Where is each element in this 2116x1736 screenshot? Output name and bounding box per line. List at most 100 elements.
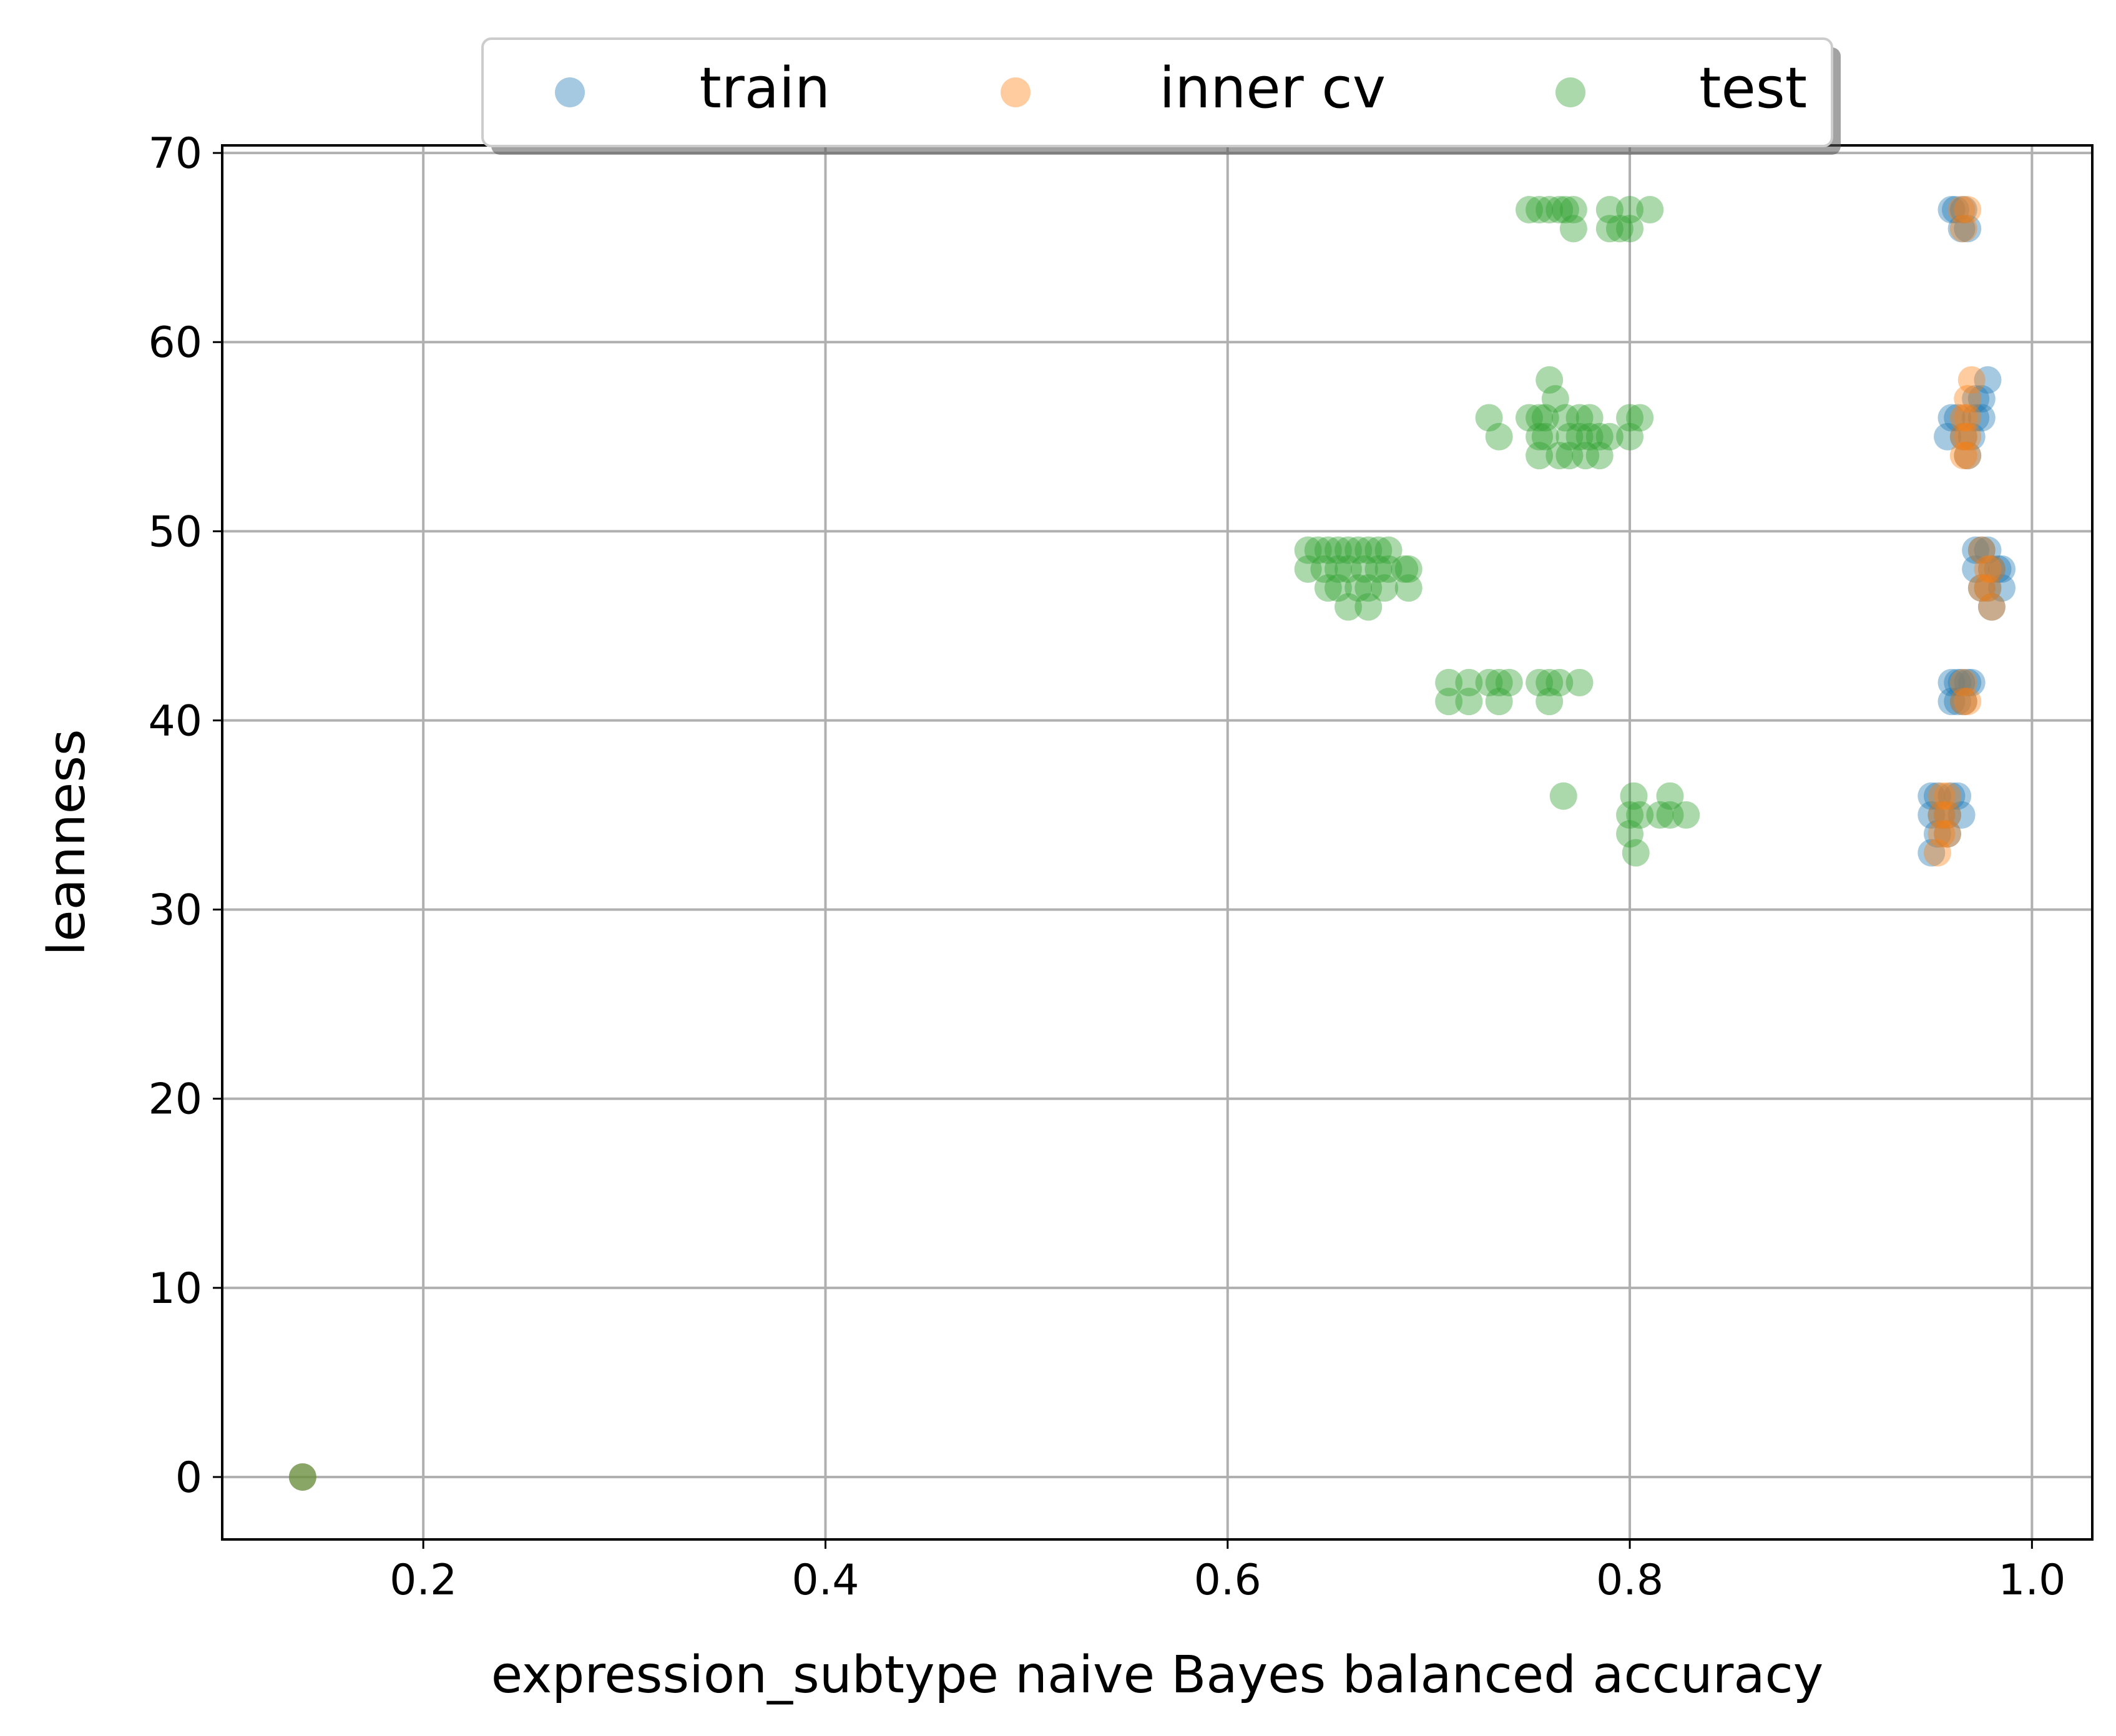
data-point [1595,215,1624,243]
data-point [1345,574,1373,602]
data-point [1324,555,1352,583]
data-point [1565,668,1594,696]
data-point [1394,555,1423,583]
data-point [1526,442,1554,470]
data-point [1314,574,1342,602]
data-point [1294,536,1322,564]
data-point [1957,422,1986,451]
data-point [1391,555,1419,583]
data-point [1565,404,1594,432]
data-point [1555,442,1584,470]
x-tick-label: 1.0 [1998,1556,2065,1605]
data-point [1394,574,1423,602]
data-point [1335,555,1363,583]
data-point [1526,196,1554,224]
data-point [1656,801,1684,829]
data-point [1626,404,1654,432]
data-point [1626,801,1654,829]
data-point [1616,820,1644,848]
data-point [1549,782,1577,810]
data-point [1531,404,1559,432]
data-point [1354,593,1383,621]
data-point [1585,442,1614,470]
data-point [1949,422,1977,451]
data-point [1988,555,2016,583]
data-point [1954,688,1982,716]
data-point [1927,801,1956,829]
data-point [1934,422,1962,451]
data-point [1485,688,1513,716]
data-point [1495,668,1523,696]
y-tick-label: 10 [148,1264,202,1314]
legend-marker [1555,77,1585,107]
data-point [1967,536,1996,564]
data-point [1967,574,1996,602]
data-point [1572,442,1600,470]
data-point [1967,385,1996,413]
data-point [1595,196,1624,224]
data-point [1937,782,1966,810]
data-point [1923,839,1951,867]
data-point [1923,782,1951,810]
data-point [1944,404,1972,432]
data-point [1559,215,1587,243]
data-point [1957,366,1986,394]
data-point [1977,593,2006,621]
y-tick-label: 20 [148,1075,202,1124]
y-tick-label: 70 [148,129,202,178]
data-point [1455,688,1483,716]
data-point [1949,688,1977,716]
data-point [1977,593,2006,621]
data-point [1485,422,1513,451]
y-tick-label: 30 [148,886,202,935]
data-point [1934,801,1962,829]
data-point [288,1463,316,1491]
data-point [1962,404,1990,432]
data-point [1923,820,1951,848]
data-point [1595,422,1624,451]
data-point [288,1463,316,1491]
data-point [1294,555,1322,583]
data-point [1310,555,1338,583]
data-point [1515,196,1543,224]
legend: train inner cv test [481,37,1841,155]
data-point [1949,442,1977,470]
data-point [1947,668,1976,696]
y-tick-label: 60 [148,318,202,368]
data-point [1937,404,1966,432]
data-point [1536,366,1564,394]
data-point [1927,820,1956,848]
y-axis-label: leanness [37,729,97,955]
series-inner-cv [288,196,2006,1491]
data-point [1949,215,1977,243]
data-point [1957,668,1986,696]
data-point [1949,688,1977,716]
data-point [1974,574,2002,602]
data-point [1545,196,1574,224]
data-point [1988,574,2016,602]
data-point [1526,404,1554,432]
data-point [1620,782,1648,810]
data-point [1984,555,2012,583]
x-axis-ticks: 0.2 0.4 0.6 0.8 1.0 [389,1539,2065,1605]
data-point [1954,196,1982,224]
data-point [1934,820,1962,848]
x-tick-label: 0.2 [389,1556,457,1605]
data-point [1374,555,1403,583]
data-point [1918,839,1946,867]
data-point [1551,404,1579,432]
x-tick-label: 0.6 [1194,1556,1261,1605]
data-point [1551,196,1579,224]
data-point [1927,782,1956,810]
data-point [1947,801,1976,829]
legend-marker [1001,77,1031,107]
data-point [1944,688,1972,716]
data-point [1672,801,1700,829]
data-point [1536,668,1564,696]
data-point [1374,536,1403,564]
data-point [1555,422,1584,451]
data-point [1314,536,1342,564]
data-point [1324,574,1352,602]
